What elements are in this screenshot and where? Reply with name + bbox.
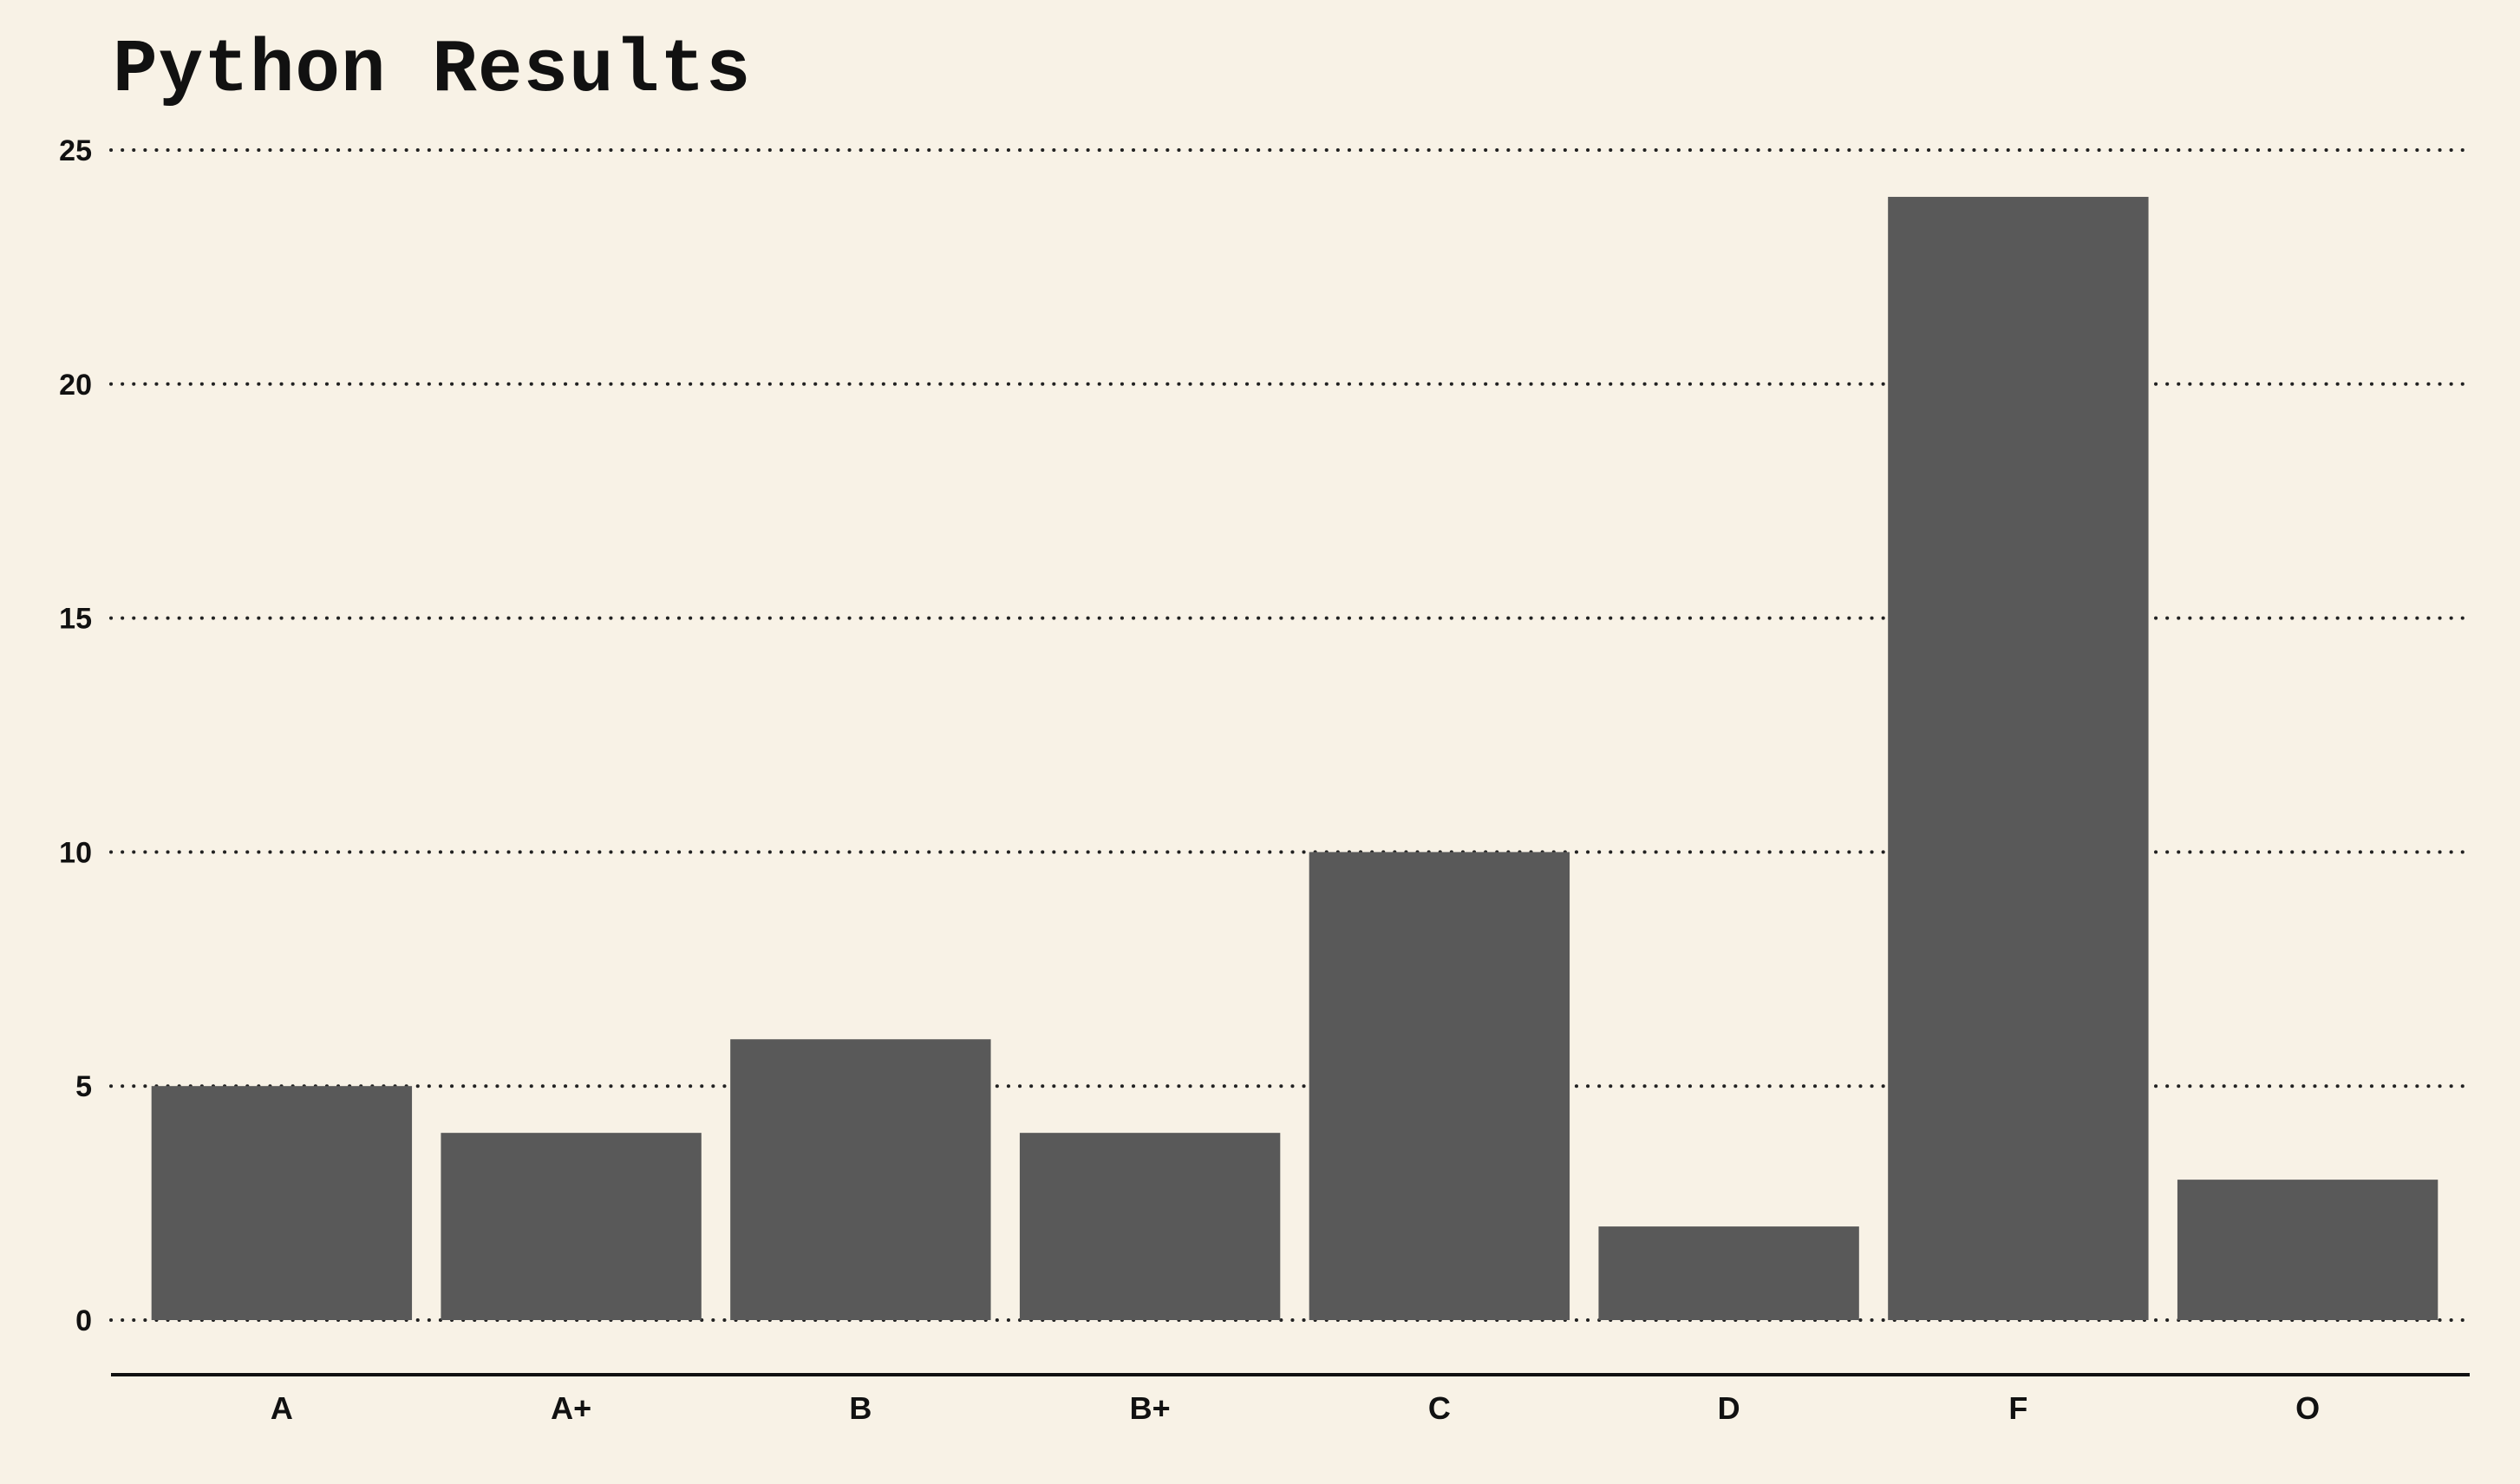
y-tick-label: 5: [75, 1070, 92, 1103]
x-axis-ticks: A A+ B B+ C D F O: [271, 1390, 2320, 1426]
bar-f: [1888, 196, 2149, 1321]
bar-a-plus: [441, 1133, 702, 1320]
chart-title: Python Results: [113, 28, 752, 113]
bar-c: [1309, 852, 1570, 1320]
x-tick-label: B: [849, 1390, 872, 1426]
y-tick-label: 20: [59, 369, 92, 402]
bar-a: [151, 1086, 413, 1320]
x-tick-label: A+: [551, 1390, 591, 1426]
y-tick-label: 15: [59, 603, 92, 636]
x-tick-label: D: [1718, 1390, 1740, 1426]
x-tick-label: B+: [1130, 1390, 1171, 1426]
bar-d: [1598, 1226, 1859, 1320]
y-axis-ticks: 0 5 10 15 20 25: [59, 134, 92, 1337]
y-tick-label: 10: [59, 836, 92, 869]
bars: [151, 196, 2438, 1321]
y-tick-label: 25: [59, 134, 92, 167]
bar-b-plus: [1019, 1133, 1281, 1320]
y-tick-label: 0: [75, 1304, 92, 1337]
x-tick-label: A: [271, 1390, 293, 1426]
x-tick-label: O: [2295, 1390, 2320, 1426]
x-tick-label: C: [1428, 1390, 1451, 1426]
bar-b: [730, 1039, 991, 1320]
bar-o: [2177, 1180, 2438, 1320]
x-tick-label: F: [2008, 1390, 2027, 1426]
